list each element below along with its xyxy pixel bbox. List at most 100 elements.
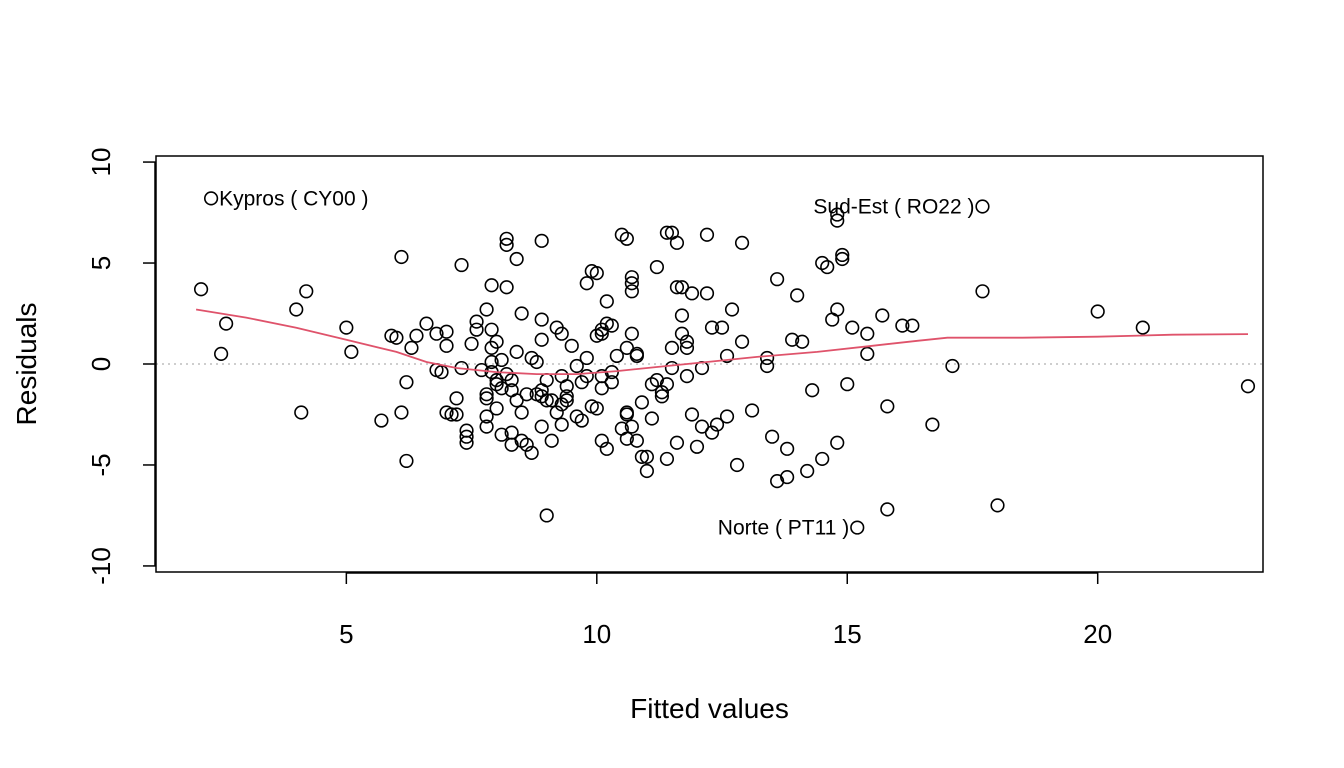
point-annotation: Kypros ( CY00 ) (219, 187, 368, 210)
data-point (514, 306, 529, 321)
data-point (449, 407, 464, 422)
data-point (1090, 304, 1105, 319)
data-point (689, 439, 705, 454)
data-point (344, 344, 359, 359)
data-point (654, 389, 670, 404)
data-point (845, 320, 860, 335)
data-point (905, 318, 920, 333)
data-point (805, 383, 820, 398)
data-point (795, 334, 810, 349)
data-point (489, 401, 504, 416)
data-point (489, 373, 504, 388)
data-point (624, 419, 639, 434)
data-point (634, 395, 649, 410)
data-point (860, 326, 875, 341)
data-point (674, 308, 690, 323)
data-point (479, 302, 494, 317)
data-point (714, 320, 730, 335)
data-point (519, 437, 534, 452)
data-point (644, 377, 659, 392)
data-point (860, 346, 875, 362)
data-point (489, 334, 504, 349)
data-point (624, 270, 639, 285)
data-point (604, 318, 619, 333)
data-point (469, 314, 484, 329)
y-tick-label: 0 (86, 357, 116, 371)
data-point (394, 405, 409, 420)
data-point (694, 419, 710, 434)
data-point (699, 286, 715, 301)
data-point (539, 508, 554, 523)
data-point (459, 429, 474, 444)
data-point (734, 334, 750, 349)
data-point (975, 284, 990, 299)
data-point (479, 391, 494, 406)
data-point (644, 411, 659, 426)
data-point (659, 451, 675, 467)
data-point (444, 407, 459, 422)
y-tick-label: -10 (86, 547, 116, 585)
data-point (574, 413, 589, 428)
data-point (654, 385, 670, 400)
x-tick-label: 15 (833, 619, 862, 649)
data-point (514, 433, 529, 448)
data-point (559, 389, 574, 404)
data-point (479, 409, 494, 424)
data-point (790, 288, 805, 303)
data-point (534, 389, 549, 404)
data-point (494, 352, 509, 368)
data-point (203, 191, 219, 206)
data-point (624, 326, 639, 341)
data-point (484, 278, 499, 293)
data-points (193, 191, 1256, 535)
data-point (780, 441, 795, 456)
data-point (820, 259, 835, 275)
data-point (785, 332, 800, 347)
data-point (504, 373, 519, 388)
x-axis: 5 10 15 20 (339, 572, 1112, 649)
data-point (559, 393, 574, 408)
data-point (514, 405, 529, 420)
data-point (594, 433, 609, 448)
data-point (534, 233, 549, 248)
data-point (830, 302, 845, 317)
data-point (669, 235, 685, 250)
data-point (559, 379, 574, 394)
data-point (619, 431, 634, 446)
data-point (439, 338, 454, 353)
data-point (760, 350, 775, 366)
data-point (454, 257, 469, 273)
y-tick-label: -5 (86, 453, 116, 476)
data-point (524, 445, 539, 460)
data-point (679, 340, 695, 355)
data-point (479, 387, 494, 402)
data-point (299, 284, 314, 299)
data-point (604, 375, 619, 390)
data-point (634, 449, 649, 464)
data-point (509, 251, 524, 267)
data-point (579, 369, 594, 384)
data-point (835, 251, 850, 267)
data-point (624, 276, 639, 291)
data-point (394, 249, 409, 265)
data-point (509, 393, 524, 408)
data-point (374, 413, 389, 428)
data-point (534, 332, 549, 347)
data-point (564, 338, 579, 353)
data-point (399, 453, 414, 469)
data-point (945, 358, 960, 374)
data-point (539, 373, 554, 388)
data-point (193, 282, 209, 297)
data-point (895, 318, 910, 333)
data-point (830, 207, 845, 222)
data-point (770, 474, 785, 489)
y-tick-label: 10 (86, 148, 116, 177)
y-axis-title: Residuals (11, 303, 42, 426)
data-point (534, 419, 549, 434)
data-point (499, 237, 514, 252)
data-point (599, 294, 614, 309)
data-point (975, 199, 990, 214)
data-point (594, 369, 609, 384)
data-point (419, 316, 434, 331)
data-point (524, 350, 539, 366)
